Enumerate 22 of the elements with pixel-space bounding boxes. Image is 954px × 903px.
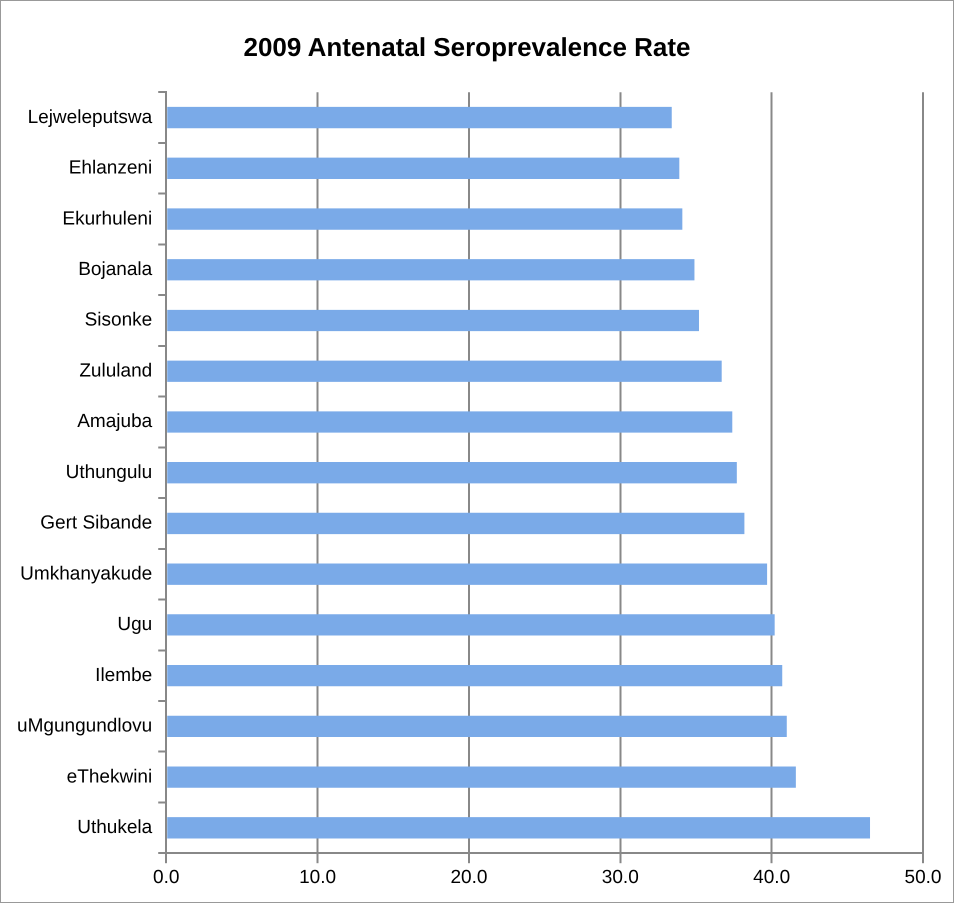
y-tick-label: Uthukela xyxy=(77,817,153,838)
y-tick-label: Ehlanzeni xyxy=(68,158,152,179)
x-tick-label: 30.0 xyxy=(602,866,639,888)
y-tick-label: Zululand xyxy=(79,360,152,382)
chart-title: 2009 Antenatal Seroprevalence Rate xyxy=(243,32,691,62)
y-tick-label: eThekwini xyxy=(66,766,152,788)
y-tick-label: Ugu xyxy=(117,614,152,636)
y-tick-label: Ilembe xyxy=(95,664,152,686)
y-tick-label: Sisonke xyxy=(84,310,152,331)
y-tick-label: Uthungulu xyxy=(66,462,152,483)
x-tick-label: 10.0 xyxy=(299,866,336,888)
y-tick-label: Amajuba xyxy=(77,411,153,432)
y-tick-label: Umkhanyakude xyxy=(20,563,152,584)
x-tick-label: 50.0 xyxy=(904,866,942,888)
x-tick-label: 40.0 xyxy=(753,866,790,888)
y-tick-label: uMgungundlovu xyxy=(17,716,152,737)
x-tick-label: 0.0 xyxy=(153,866,180,888)
y-tick-label: Ekurhuleni xyxy=(62,208,152,230)
x-tick-label: 20.0 xyxy=(450,866,488,888)
y-tick-label: Lejweleputswa xyxy=(28,106,153,128)
y-tick-label: Bojanala xyxy=(78,259,153,280)
y-tick-label: Gert Sibande xyxy=(40,512,152,534)
